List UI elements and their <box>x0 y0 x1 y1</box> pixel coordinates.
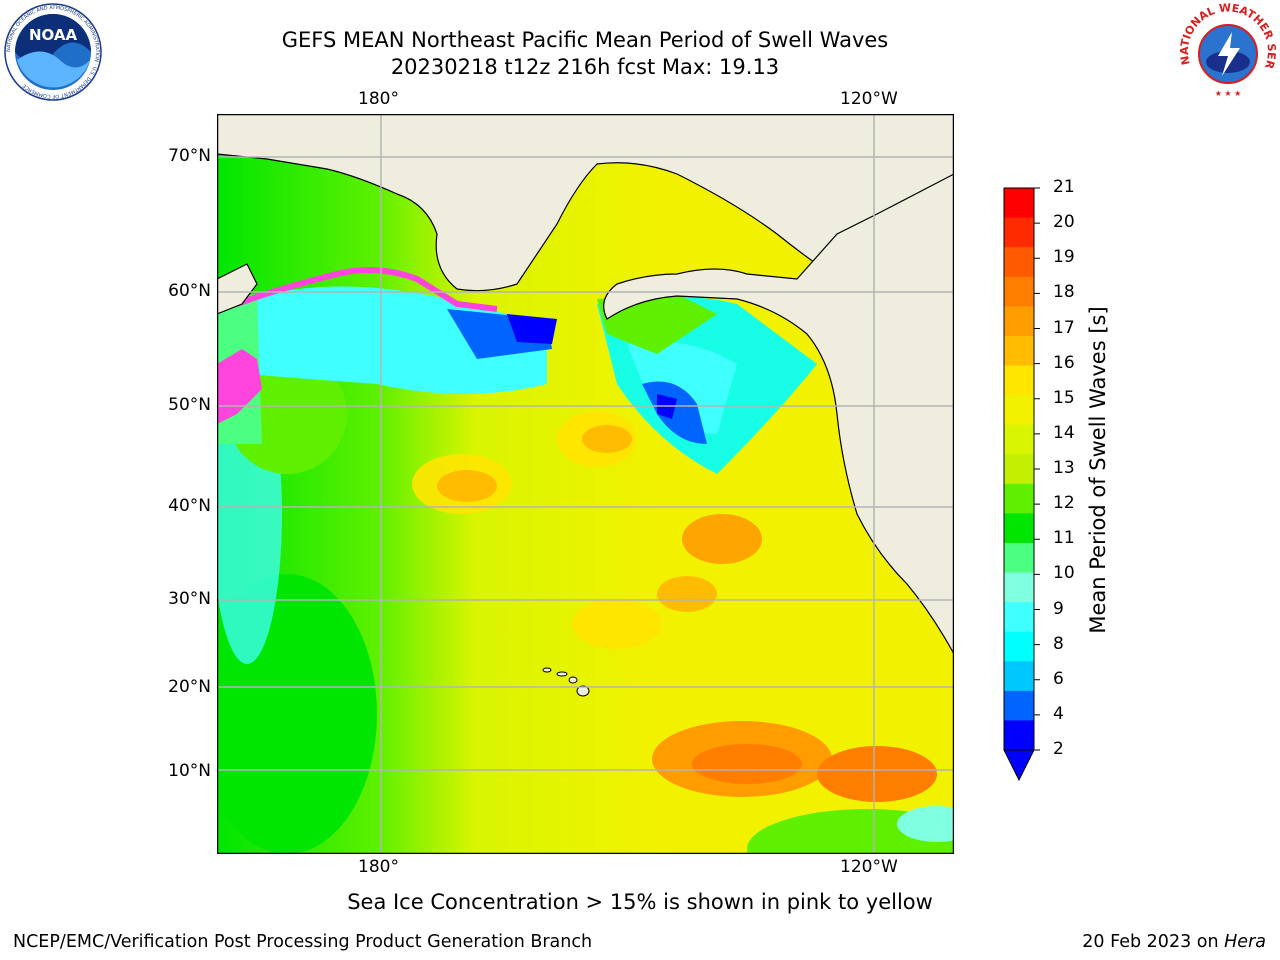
colorbar-tick-label: 16 <box>1053 352 1075 373</box>
colorbar-tick-label: 2 <box>1053 739 1064 759</box>
colorbar-tick-label: 21 <box>1053 177 1075 197</box>
nws-logo: NATIONAL WEATHER SERVICE ★ ★ ★ <box>1178 2 1278 99</box>
lon-label-top-180: 180° <box>358 89 399 109</box>
low-period-zones <box>217 286 817 474</box>
noaa-logo: NOAA NATIONAL OCEANIC AND ATMOSPHERIC AD… <box>4 3 102 101</box>
map-panel[interactable] <box>217 114 954 854</box>
colorbar-tick-label: 14 <box>1053 422 1075 443</box>
colorbar-segment <box>1004 306 1034 337</box>
colorbar-tick-label: 15 <box>1053 387 1075 408</box>
credit-right: 20 Feb 2023 on Hera <box>1082 932 1266 952</box>
hawaii-islands <box>542 667 590 697</box>
colorbar <box>1003 187 1040 782</box>
colorbar-tick-label: 13 <box>1053 458 1075 478</box>
lat-label-40n: 40°N <box>168 496 211 516</box>
colorbar-segment <box>1004 572 1034 603</box>
credit-left: NCEP/EMC/Verification Post Processing Pr… <box>13 932 593 952</box>
lon-label-top-120w: 120°W <box>840 89 898 109</box>
colorbar-segment <box>1004 690 1034 721</box>
credit-host: Hera <box>1224 932 1266 952</box>
noaa-logo-text: NOAA <box>29 26 78 44</box>
lat-label-70n: 70°N <box>168 146 211 166</box>
map-title: GEFS MEAN Northeast Pacific Mean Period … <box>281 28 889 52</box>
graticule <box>217 114 954 854</box>
colorbar-segment <box>1004 454 1034 485</box>
sea-ice-edge <box>235 267 498 312</box>
colorbar-segment <box>1004 188 1034 219</box>
credit-date: 20 Feb 2023 on <box>1082 932 1225 952</box>
colorbar-tick-label: 11 <box>1053 528 1075 549</box>
land-masses <box>217 114 954 655</box>
colorbar-tick-label: 12 <box>1053 493 1075 514</box>
svg-text:★ ★ ★: ★ ★ ★ <box>1215 89 1242 98</box>
lon-label-bottom-180: 180° <box>358 857 399 877</box>
colorbar-segment <box>1004 513 1034 544</box>
colorbar-segment <box>1004 217 1034 248</box>
colorbar-label: Mean Period of Swell Waves [s] <box>1086 306 1110 634</box>
colorbar-segment <box>1004 483 1034 514</box>
lon-label-bottom-120w: 120°W <box>840 857 898 877</box>
lat-label-30n: 30°N <box>168 589 211 609</box>
colorbar-tick-label: 9 <box>1053 598 1064 619</box>
colorbar-segment <box>1004 720 1034 751</box>
colorbar-tick-label: 20 <box>1053 212 1075 233</box>
lat-label-10n: 10°N <box>168 761 211 781</box>
colorbar-segment <box>1004 247 1034 278</box>
colorbar-segment <box>1004 335 1034 366</box>
colorbar-tick-label: 6 <box>1053 668 1064 689</box>
map-frame <box>217 114 954 854</box>
colorbar-tick-label: 8 <box>1053 633 1064 654</box>
colorbar-segment <box>1004 661 1034 692</box>
lat-label-60n: 60°N <box>168 281 211 301</box>
colorbar-segment <box>1004 542 1034 574</box>
colorbar-tick-label: 19 <box>1053 247 1075 268</box>
colorbar-tick-label: 17 <box>1053 317 1075 338</box>
colorbar-segment <box>1004 395 1034 426</box>
colorbar-tick-label: 4 <box>1053 703 1064 724</box>
swell-period-patches <box>217 354 954 854</box>
map-subtitle: 20230218 t12z 216h fcst Max: 19.13 <box>390 55 780 79</box>
colorbar-segment <box>1004 365 1034 396</box>
colorbar-segment <box>1004 631 1034 662</box>
lat-label-50n: 50°N <box>168 395 211 415</box>
colorbar-tick-label: 18 <box>1053 282 1075 303</box>
colorbar-segment <box>1004 276 1034 307</box>
lat-label-20n: 20°N <box>168 677 211 697</box>
colorbar-segment <box>1004 424 1034 455</box>
colorbar-extend-arrow <box>1003 749 1035 782</box>
colorbar-segment <box>1004 602 1034 633</box>
colorbar-tick-label: 10 <box>1053 563 1075 584</box>
sea-ice-note: Sea Ice Concentration > 15% is shown in … <box>347 890 933 914</box>
